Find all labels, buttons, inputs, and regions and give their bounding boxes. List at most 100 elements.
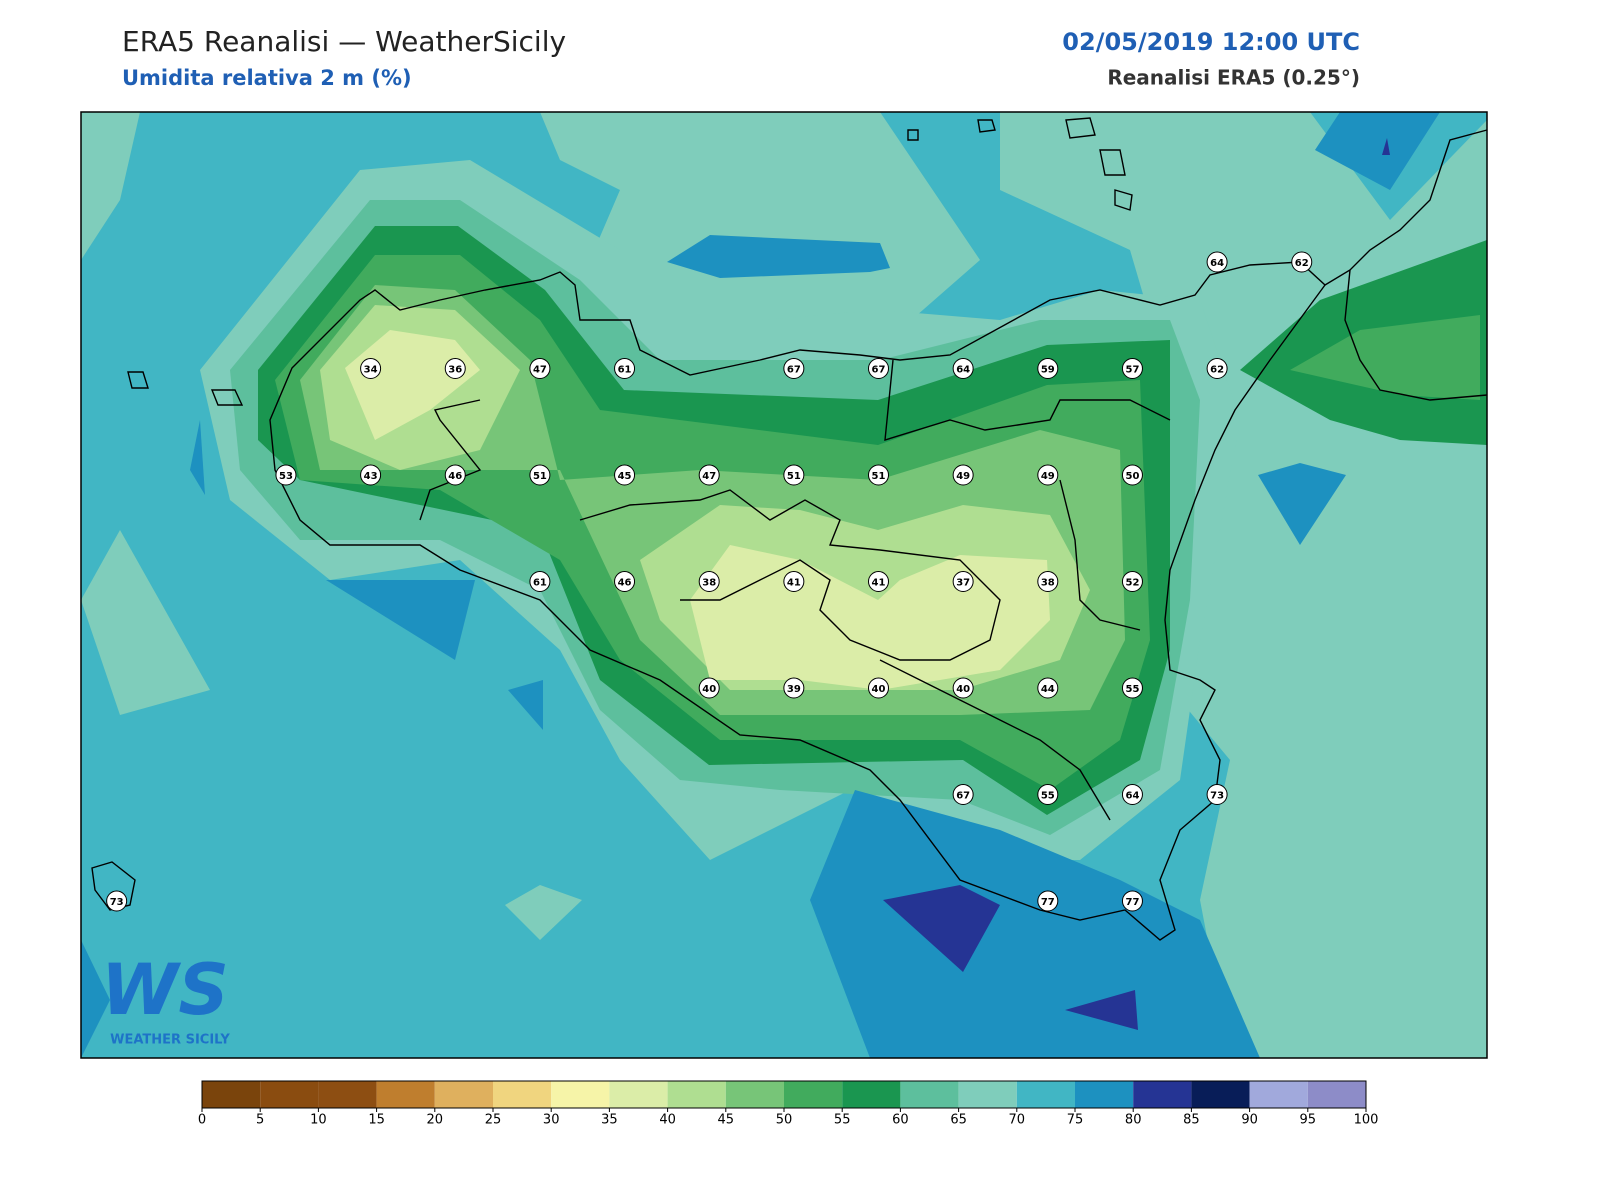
station-marker bbox=[952, 784, 974, 805]
colorbar-tick-label: 30 bbox=[543, 1113, 560, 1128]
station-marker bbox=[1037, 571, 1059, 592]
colorbar-bin bbox=[318, 1081, 377, 1108]
station-marker bbox=[952, 571, 974, 592]
source: Reanalisi ERA5 (0.25°) bbox=[1107, 66, 1360, 90]
colorbar-tick-label: 5 bbox=[256, 1113, 264, 1128]
station-value: 57 bbox=[1125, 365, 1139, 376]
station-marker bbox=[698, 571, 720, 592]
station-marker bbox=[1037, 677, 1059, 699]
coastline bbox=[91, 117, 1488, 941]
station-marker bbox=[529, 358, 551, 379]
station-marker bbox=[614, 464, 636, 486]
station-value: 43 bbox=[364, 471, 378, 482]
colorbar-tick-label: 95 bbox=[1300, 1113, 1317, 1128]
colorbar-tick-label: 10 bbox=[310, 1113, 327, 1128]
colorbar-bin bbox=[376, 1081, 435, 1108]
station-marker bbox=[1206, 358, 1228, 379]
station-value: 41 bbox=[787, 578, 801, 589]
station-value: 51 bbox=[872, 471, 886, 482]
station-marker bbox=[360, 358, 382, 379]
colorbar-tick-label: 45 bbox=[718, 1113, 735, 1128]
colorbar-bin bbox=[202, 1081, 261, 1108]
colorbar-tick-label: 65 bbox=[950, 1113, 967, 1128]
station-value: 40 bbox=[872, 684, 886, 695]
colorbar-bin bbox=[551, 1081, 610, 1108]
station-marker bbox=[1206, 251, 1228, 273]
station-value: 40 bbox=[702, 684, 716, 695]
colorbar-bin bbox=[493, 1081, 552, 1108]
station-value: 38 bbox=[702, 578, 716, 589]
station-value: 36 bbox=[448, 365, 462, 376]
station-marker bbox=[952, 464, 974, 486]
station-marker bbox=[1291, 251, 1313, 273]
station-value: 37 bbox=[956, 578, 970, 589]
station-marker bbox=[868, 464, 889, 486]
logo: WS WEATHER SICILY bbox=[101, 949, 230, 1047]
station-value: 50 bbox=[1125, 471, 1139, 482]
station-marker bbox=[1037, 784, 1059, 805]
colorbar-bin bbox=[434, 1081, 493, 1108]
station-marker bbox=[106, 890, 128, 912]
station-value: 77 bbox=[1125, 897, 1139, 908]
station-marker bbox=[783, 677, 805, 699]
station-marker bbox=[1037, 358, 1059, 379]
contour bbox=[81, 940, 110, 1058]
station-marker bbox=[1121, 784, 1143, 805]
contour bbox=[81, 530, 210, 715]
station-value: 40 bbox=[956, 684, 970, 695]
colorbar-bin bbox=[1191, 1081, 1250, 1108]
colorbar-bin bbox=[1249, 1081, 1308, 1108]
station-marker bbox=[444, 464, 466, 486]
station-value: 64 bbox=[1210, 258, 1224, 269]
colorbar-bin bbox=[1016, 1081, 1075, 1108]
station-value: 62 bbox=[1210, 365, 1224, 376]
station-marker bbox=[1206, 784, 1228, 805]
station-marker bbox=[529, 571, 551, 592]
station-marker bbox=[868, 358, 889, 379]
station-value: 67 bbox=[956, 791, 970, 802]
station-marker bbox=[1121, 890, 1143, 912]
station-value: 61 bbox=[533, 578, 547, 589]
station-marker bbox=[614, 571, 636, 592]
station-marker bbox=[783, 464, 805, 486]
contour bbox=[505, 885, 582, 940]
colorbar-tick-label: 80 bbox=[1125, 1113, 1142, 1128]
contour bbox=[1382, 138, 1390, 155]
station-value: 61 bbox=[618, 365, 632, 376]
contour bbox=[667, 235, 890, 278]
colorbar-bin bbox=[609, 1081, 668, 1108]
colorbar-tick-label: 70 bbox=[1009, 1113, 1026, 1128]
station-value: 45 bbox=[618, 471, 632, 482]
station-marker bbox=[529, 464, 551, 486]
colorbar-tick-label: 25 bbox=[485, 1113, 502, 1128]
station-value: 64 bbox=[1125, 791, 1139, 802]
contour bbox=[1315, 112, 1440, 190]
station-value: 38 bbox=[1041, 578, 1055, 589]
station-marker bbox=[952, 358, 974, 379]
logo-text: WEATHER SICILY bbox=[110, 1033, 230, 1048]
station-marker bbox=[1121, 358, 1143, 379]
station-marker bbox=[1121, 571, 1143, 592]
station-value: 59 bbox=[1041, 365, 1055, 376]
station-value: 53 bbox=[279, 471, 293, 482]
colorbar-tick-label: 40 bbox=[659, 1113, 676, 1128]
station-value: 39 bbox=[787, 684, 801, 695]
station-value: 67 bbox=[787, 365, 801, 376]
colorbar-bin bbox=[260, 1081, 319, 1108]
station-marker bbox=[698, 464, 720, 486]
colorbar-bin bbox=[1075, 1081, 1134, 1108]
stations: 64 62 34 36 47 61 67 67 64 59 57 62 53 43 46 51 45 47 51 51… bbox=[106, 251, 1313, 912]
contour bbox=[883, 885, 1000, 972]
station-value: 51 bbox=[787, 471, 801, 482]
station-marker bbox=[952, 677, 974, 699]
colorbar-bin bbox=[1133, 1081, 1192, 1108]
station-value: 41 bbox=[872, 578, 886, 589]
colorbar-tick-label: 0 bbox=[198, 1113, 206, 1128]
station-value: 49 bbox=[1041, 471, 1055, 482]
contour bbox=[190, 420, 205, 495]
contour-field bbox=[81, 112, 1487, 1058]
station-value: 47 bbox=[702, 471, 716, 482]
station-value: 46 bbox=[618, 578, 632, 589]
station-marker bbox=[698, 677, 720, 699]
station-value: 55 bbox=[1125, 684, 1139, 695]
